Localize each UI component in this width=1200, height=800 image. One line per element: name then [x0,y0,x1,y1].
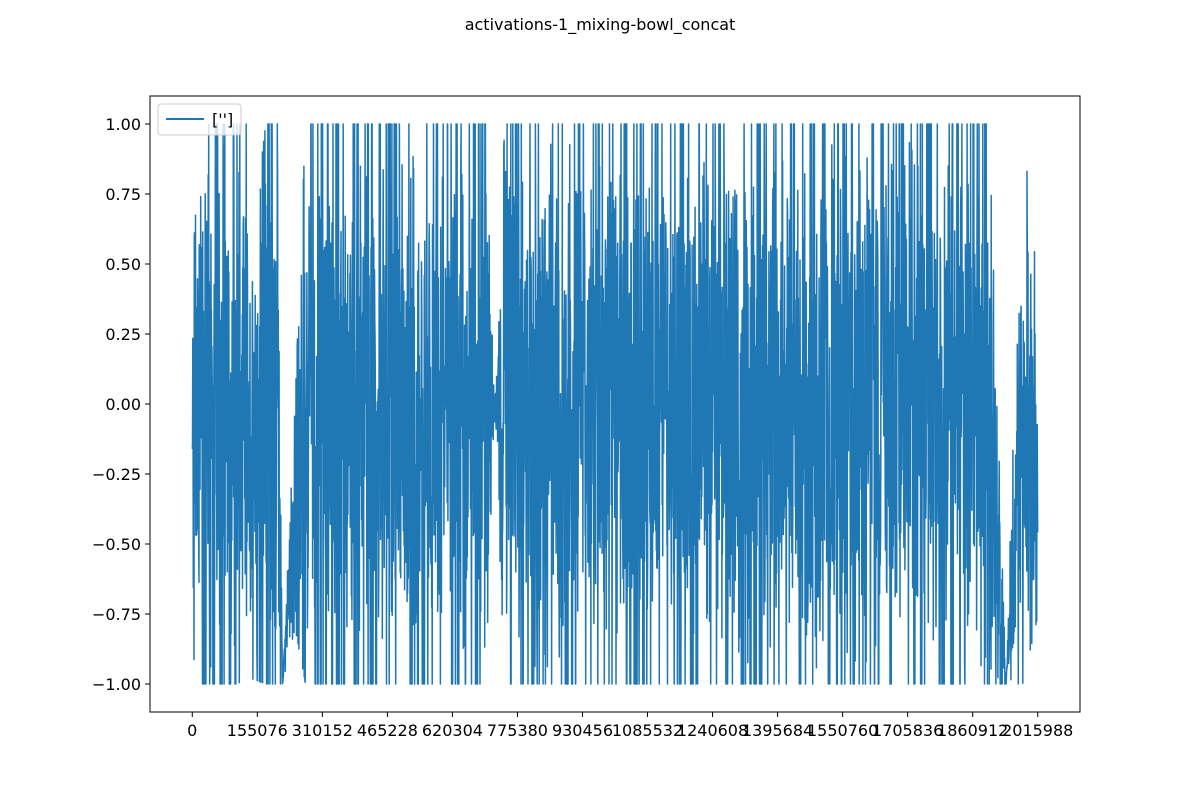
x-axis: 0 155076 310152 465228 620304 775380 930456108… [187,712,1073,740]
x-tick-label: 1085532 [612,721,683,740]
y-tick-label: 0.00 [105,395,141,414]
y-tick-label: −0.75 [92,605,141,624]
series-line [191,123,1039,685]
x-tick-label: 465228 [357,721,418,740]
x-tick-label: 930456 [552,721,613,740]
y-tick-label: 0.25 [105,325,141,344]
x-tick-label: 155076 [227,721,288,740]
x-tick-label: 2015988 [1002,721,1073,740]
y-tick-label: −0.25 [92,465,141,484]
x-tick-label: 1395684 [742,721,813,740]
y-tick-label: −0.50 [92,535,141,554]
series-layer [191,123,1039,685]
y-axis: −1.00 −0.75 −0.50 −0.25 0.00 0.25 0.50 0.75 1.00 [92,115,150,694]
legend-label: [''] [212,110,233,129]
x-tick-label: 620304 [422,721,483,740]
legend: [''] [157,103,242,136]
x-tick-label: 1550760 [807,721,878,740]
x-tick-label: 1240608 [677,721,748,740]
y-tick-label: 1.00 [105,115,141,134]
x-tick-label: 775380 [487,721,548,740]
y-tick-label: 0.75 [105,185,141,204]
x-tick-label: 310152 [292,721,353,740]
x-tick-label: 1860912 [937,721,1008,740]
x-tick-label: 0 [187,721,197,740]
chart-title: activations-1_mixing-bowl_concat [465,15,736,35]
x-tick-label: 1705836 [872,721,943,740]
y-tick-label: −1.00 [92,675,141,694]
y-tick-label: 0.50 [105,255,141,274]
